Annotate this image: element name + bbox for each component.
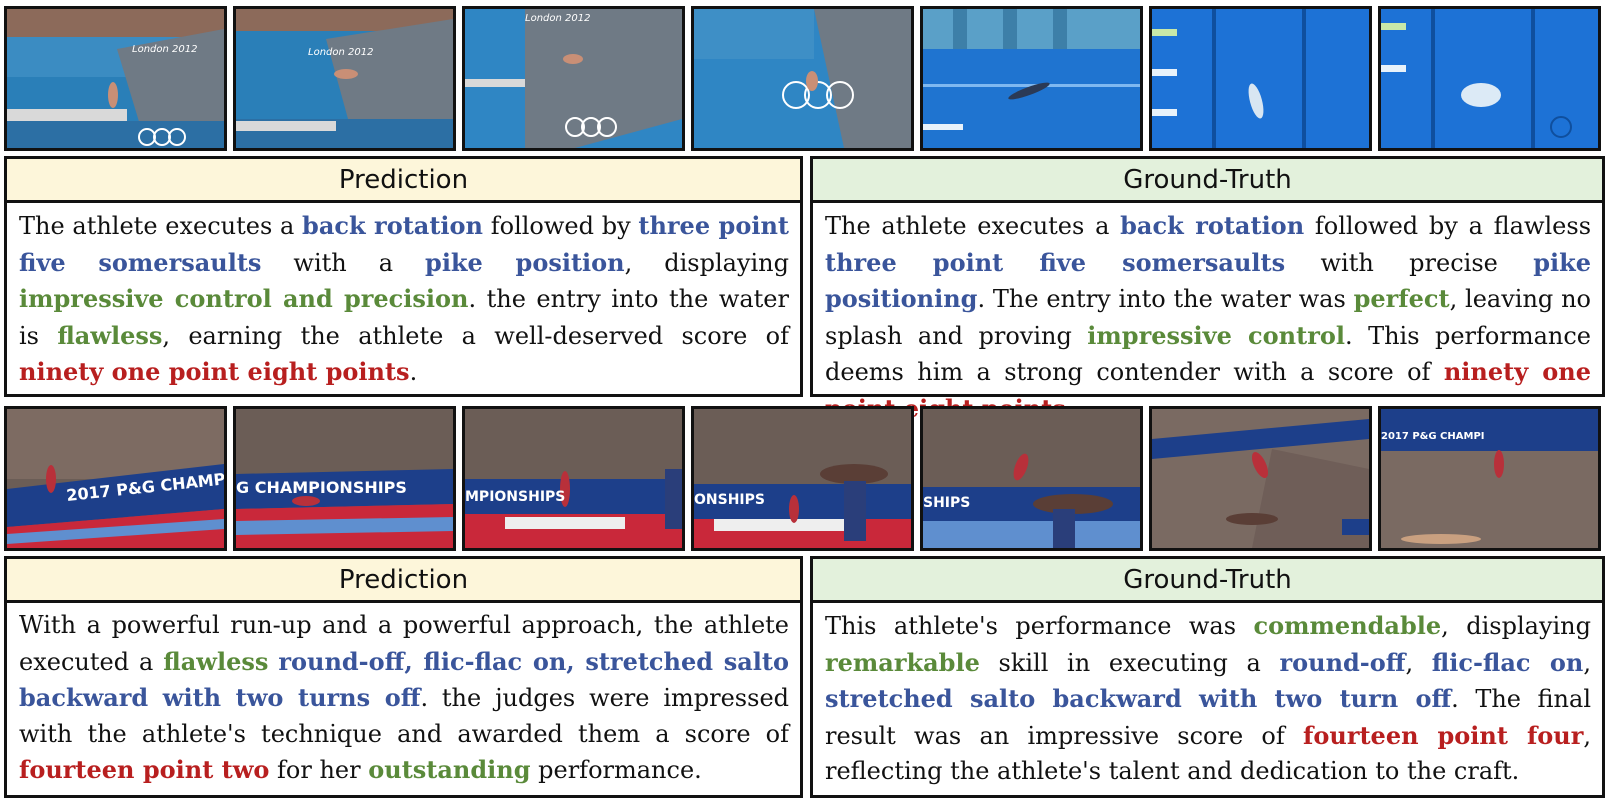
vault-frame-3-image: MPIONSHIPS — [465, 409, 682, 548]
video-frame: London 2012 — [233, 6, 456, 151]
video-frame — [920, 6, 1143, 151]
text-segment: . The entry into the water was — [977, 285, 1354, 313]
svg-text:G CHAMPIONSHIPS: G CHAMPIONSHIPS — [236, 478, 407, 497]
highlight-blue: back rotation — [302, 211, 484, 240]
text-segment: with precise — [1285, 248, 1534, 277]
diving-frame-3-image: London 2012 — [465, 9, 682, 148]
highlight-blue: three point five somersaults — [825, 247, 1286, 277]
vault-frame-7-image: 2017 P&G CHAMPI — [1381, 409, 1598, 548]
text-segment: , reflecting the athlete's talent and de… — [825, 721, 1592, 786]
text-segment: for her — [269, 756, 369, 784]
prediction-panel-1: Prediction The athlete executes a back r… — [4, 156, 803, 397]
prediction-header: Prediction — [7, 559, 800, 603]
highlight-red: fourteen point two — [19, 755, 270, 784]
prediction-text: With a powerful run-up and a powerful ap… — [7, 603, 800, 789]
text-segment: The athlete executes a — [19, 212, 303, 240]
highlight-blue: three point five somersaults — [19, 211, 789, 277]
text-segment: . The final result was an impressive sco… — [825, 685, 1591, 750]
text-segment: with a — [261, 248, 426, 277]
highlight-green: flawless — [57, 320, 163, 350]
prediction-panel-2: Prediction With a powerful run-up and a … — [4, 556, 803, 798]
diving-frame-2-image: London 2012 — [236, 9, 453, 148]
prediction-header: Prediction — [7, 159, 800, 203]
diving-frame-1-image: London 2012 — [7, 9, 224, 148]
ground-truth-header: Ground-Truth — [813, 159, 1602, 203]
video-frame: ONSHIPS — [691, 406, 914, 551]
highlight-blue: flic-flac on — [1431, 647, 1584, 677]
highlight-red: ninety one point eight points — [19, 357, 410, 386]
svg-text:London 2012: London 2012 — [308, 47, 373, 58]
diving-frame-5-image — [923, 9, 1140, 148]
highlight-green: outstanding — [368, 755, 531, 784]
text-segment: followed by — [483, 212, 639, 240]
highlight-green: perfect — [1353, 284, 1450, 313]
text-segment: . the judges were impressed with the ath… — [19, 684, 790, 748]
video-frame — [1149, 6, 1372, 151]
video-frame: G CHAMPIONSHIPS — [233, 406, 456, 551]
highlight-blue: stretched salto backward with two turn o… — [825, 684, 1452, 713]
vault-frame-6-image — [1152, 409, 1369, 548]
vault-frame-1-image: 2017 P&G CHAMPI — [7, 409, 224, 548]
video-frame: MPIONSHIPS — [462, 406, 685, 551]
highlight-blue: back rotation — [1120, 211, 1305, 240]
video-frame: London 2012 — [462, 6, 685, 151]
video-frame — [691, 6, 914, 151]
svg-text:SHIPS: SHIPS — [923, 495, 970, 511]
highlight-blue: pike positioning — [825, 247, 1591, 314]
video-frame — [1149, 406, 1372, 551]
text-segment: . This performance deems him a strong co… — [825, 321, 1592, 387]
text-segment: , displaying — [624, 248, 789, 277]
video-frame: SHIPS — [920, 406, 1143, 551]
highlight-red: fourteen point four — [1303, 720, 1584, 750]
ground-truth-header: Ground-Truth — [813, 559, 1602, 603]
svg-text:London 2012: London 2012 — [525, 13, 590, 24]
highlight-blue: round-off, flic-flac on, stretched salto… — [19, 646, 790, 713]
frames-row-diving: London 2012 London 2012 London 2012 — [4, 6, 1601, 151]
diving-frame-4-image — [694, 9, 911, 148]
diving-frame-7-image — [1381, 9, 1598, 148]
text-segment: , displaying — [1441, 612, 1591, 640]
text-segment: skill in executing a — [979, 648, 1280, 677]
vault-frame-4-image: ONSHIPS — [694, 409, 911, 548]
video-frame: 2017 P&G CHAMPI — [1378, 406, 1601, 551]
highlight-green: remarkable — [825, 647, 980, 677]
text-segment: followed by a flawless — [1304, 212, 1592, 240]
text-segment: This athlete's performance was — [825, 612, 1254, 640]
video-frame: 2017 P&G CHAMPI — [4, 406, 227, 551]
svg-text:MPIONSHIPS: MPIONSHIPS — [465, 489, 565, 505]
video-frame — [1378, 6, 1601, 151]
ground-truth-text: This athlete's performance was commendab… — [813, 603, 1602, 790]
text-segment: , — [1405, 648, 1432, 677]
ground-truth-panel-1: Ground-Truth The athlete executes a back… — [810, 156, 1605, 423]
highlight-green: commendable — [1253, 611, 1442, 640]
highlight-blue: round-off — [1279, 647, 1406, 677]
ground-truth-panel-2: Ground-Truth This athlete's performance … — [810, 556, 1605, 798]
text-segment: . — [409, 358, 418, 386]
highlight-green: flawless — [163, 646, 269, 676]
text-segment — [268, 648, 278, 676]
vault-frame-5-image: SHIPS — [923, 409, 1140, 548]
text-segment: , earning the athlete a well-deserved sc… — [162, 321, 789, 350]
highlight-blue: pike position — [425, 247, 625, 277]
ground-truth-text: The athlete executes a back rotation fol… — [813, 203, 1602, 427]
diving-frame-6-image — [1152, 9, 1369, 148]
text-segment: The athlete executes a — [825, 212, 1121, 240]
text-segment: , — [1583, 648, 1592, 677]
text-segment: . the entry into the water is — [19, 285, 789, 350]
video-frame: London 2012 — [4, 6, 227, 151]
prediction-text: The athlete executes a back rotation fol… — [7, 203, 800, 391]
vault-frame-2-image: G CHAMPIONSHIPS — [236, 409, 453, 548]
svg-text:ONSHIPS: ONSHIPS — [694, 492, 765, 508]
frames-row-vault: 2017 P&G CHAMPI G CHAMPIONSHIPS MPIONSHI… — [4, 406, 1601, 551]
text-segment: , leaving no splash and proving — [825, 285, 1592, 350]
highlight-green: impressive control — [1087, 320, 1345, 350]
svg-text:2017 P&G CHAMPI: 2017 P&G CHAMPI — [1381, 431, 1485, 442]
svg-text:London 2012: London 2012 — [132, 44, 197, 55]
text-segment: performance. — [530, 756, 702, 784]
highlight-green: impressive control and precision — [19, 284, 469, 313]
text-segment: With a powerful run-up and a powerful ap… — [19, 611, 789, 676]
